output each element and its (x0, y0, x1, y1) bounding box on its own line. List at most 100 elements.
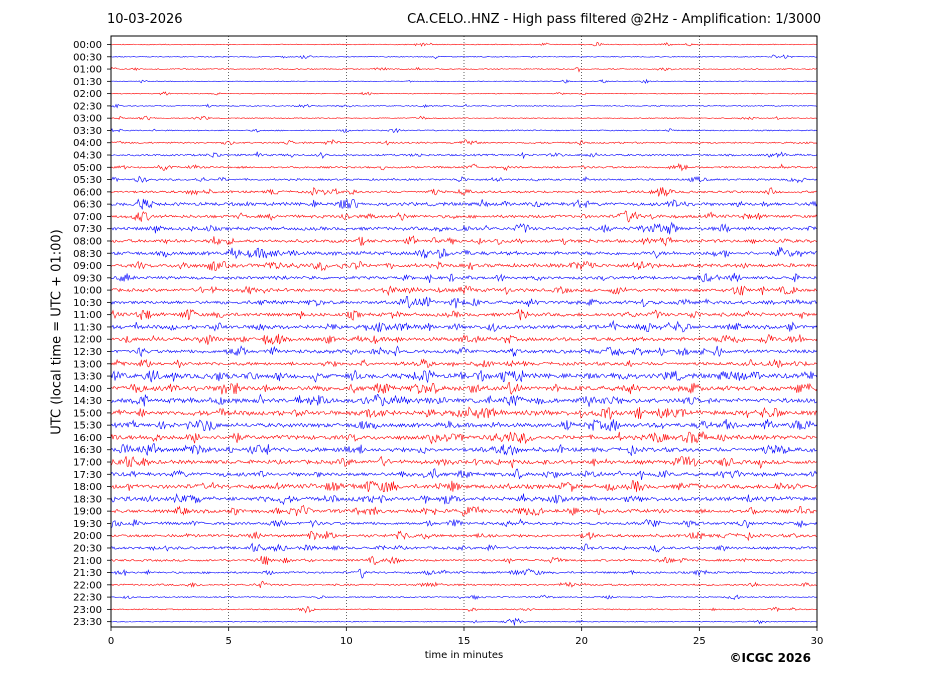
y-tick-label: 01:30 (73, 77, 102, 88)
trace-1730 (110, 468, 818, 481)
x-tick-label: 5 (225, 636, 231, 647)
x-tick-label: 20 (575, 636, 588, 647)
y-tick-label: 03:30 (73, 126, 102, 137)
trace-0000 (110, 41, 818, 47)
trace-1030 (110, 295, 818, 309)
trace-0400 (110, 139, 818, 146)
y-tick-label: 08:30 (73, 249, 102, 260)
trace-0030 (110, 54, 818, 60)
y-tick-label: 09:00 (73, 261, 102, 272)
y-tick-label: 13:30 (73, 372, 102, 383)
trace-0500 (110, 162, 818, 172)
trace-0800 (110, 235, 818, 247)
trace-2200 (110, 580, 818, 588)
x-tick-label: 30 (811, 636, 824, 647)
y-tick-label: 19:30 (73, 519, 102, 530)
trace-0930 (110, 272, 818, 283)
trace-1200 (110, 333, 818, 345)
y-tick-label: 16:00 (73, 433, 102, 444)
y-tick-label: 11:00 (73, 310, 102, 321)
y-tick-label: 23:30 (73, 617, 102, 628)
trace-1900 (110, 504, 818, 517)
y-tick-label: 20:00 (73, 531, 102, 542)
y-tick-label: 18:00 (73, 482, 102, 493)
trace-1930 (110, 518, 818, 529)
y-tick-label: 11:30 (73, 322, 102, 333)
trace-1530 (110, 418, 818, 432)
trace-0830 (110, 246, 818, 260)
trace-1630 (110, 443, 818, 456)
x-axis-label: time in minutes (424, 650, 504, 661)
y-tick-label: 07:30 (73, 224, 102, 235)
trace-1400 (110, 381, 818, 395)
y-tick-label: 00:30 (73, 52, 102, 63)
y-tick-label: 14:00 (73, 384, 102, 395)
trace-2100 (110, 555, 818, 565)
date-label: 10-03-2026 (107, 12, 183, 27)
plot-frame (110, 35, 818, 628)
trace-1300 (110, 358, 818, 369)
copyright-label: ©ICGC 2026 (729, 651, 811, 665)
trace-1330 (110, 369, 818, 384)
y-tick-label: 06:30 (73, 200, 102, 211)
trace-0600 (110, 187, 818, 197)
trace-1000 (110, 285, 818, 297)
trace-0530 (110, 175, 818, 184)
y-tick-label: 07:00 (73, 212, 102, 223)
y-tick-label: 18:30 (73, 494, 102, 505)
y-tick-label: 12:30 (73, 347, 102, 358)
y-tick-label: 21:00 (73, 556, 102, 567)
y-tick-label: 03:00 (73, 114, 102, 125)
trace-0430 (110, 151, 818, 160)
y-tick-label: 05:30 (73, 175, 102, 186)
y-tick-label: 22:00 (73, 580, 102, 591)
y-tick-label: 00:00 (73, 40, 102, 51)
y-tick-label: 15:30 (73, 421, 102, 432)
y-tick-label: 15:00 (73, 408, 102, 419)
trace-1230 (110, 345, 818, 358)
y-tick-label: 04:30 (73, 151, 102, 162)
y-tick-label: 21:30 (73, 568, 102, 579)
trace-1500 (110, 406, 818, 421)
trace-1430 (110, 393, 818, 407)
y-tick-label: 22:30 (73, 593, 102, 604)
y-tick-label: 02:00 (73, 89, 102, 100)
y-tick-label: 01:00 (73, 65, 102, 76)
trace-2330 (110, 617, 818, 626)
trace-0900 (110, 260, 818, 272)
y-tick-label: 17:00 (73, 458, 102, 469)
y-tick-label: 02:30 (73, 101, 102, 112)
y-tick-label: 08:00 (73, 236, 102, 247)
trace-0630 (110, 198, 818, 210)
y-tick-label: 23:00 (73, 605, 102, 616)
trace-1100 (110, 308, 818, 321)
x-tick-label: 10 (340, 636, 353, 647)
trace-0700 (110, 210, 818, 223)
trace-2300 (110, 605, 818, 614)
x-tick-label: 25 (693, 636, 706, 647)
x-tick-label: 15 (458, 636, 471, 647)
trace-0130 (110, 78, 818, 84)
trace-0300 (110, 115, 818, 121)
trace-1600 (110, 430, 818, 445)
y-tick-label: 16:30 (73, 445, 102, 456)
y-tick-label: 10:00 (73, 286, 102, 297)
trace-1830 (110, 493, 818, 506)
trace-2230 (110, 594, 818, 601)
trace-0230 (110, 103, 818, 109)
chart-title: CA.CELO..HNZ - High pass filtered @2Hz -… (407, 12, 821, 27)
x-axis-ticks: 0 5 10 15 20 25 30 (108, 627, 824, 647)
y-tick-label: 10:30 (73, 298, 102, 309)
x-tick-label: 0 (108, 636, 114, 647)
trace-0330 (110, 128, 818, 134)
y-tick-label: 14:30 (73, 396, 102, 407)
trace-0730 (110, 221, 818, 235)
trace-2130 (110, 568, 818, 579)
trace-0200 (110, 91, 818, 96)
y-tick-label: 05:00 (73, 163, 102, 174)
y-tick-label: 19:00 (73, 507, 102, 518)
trace-2000 (110, 530, 818, 542)
trace-2030 (110, 542, 818, 553)
